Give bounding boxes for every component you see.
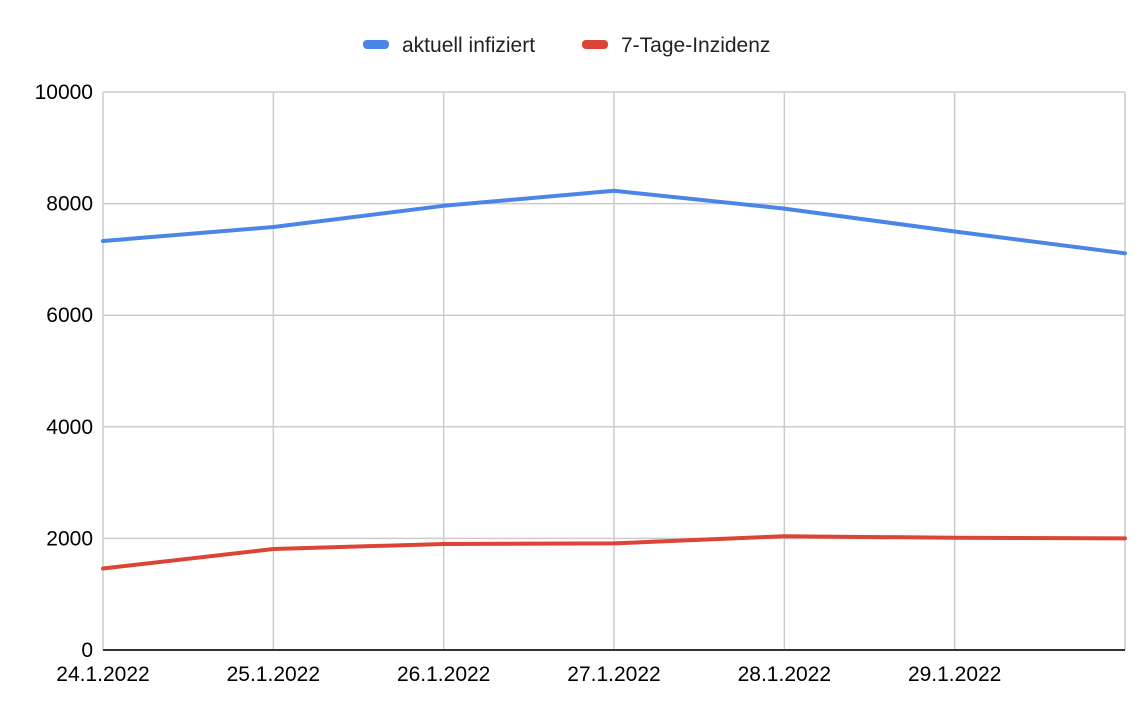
legend: aktuell infiziert 7-Tage-Inzidenz [363,34,770,57]
y-tick-label: 2000 [46,527,93,550]
x-tick-label: 25.1.2022 [227,663,320,686]
legend-swatch-2 [582,40,608,49]
legend-swatch-1 [363,40,389,49]
y-tick-label: 10000 [35,81,93,104]
y-tick-label: 6000 [46,304,93,327]
y-tick-label: 8000 [46,193,93,216]
y-tick-label: 4000 [46,416,93,439]
legend-label-2: 7-Tage-Inzidenz [621,34,770,57]
grid [102,91,1126,651]
legend-label-1: aktuell infiziert [402,34,535,57]
y-tick-label: 0 [81,639,93,662]
x-tick-label: 27.1.2022 [567,663,660,686]
series-line-2 [101,534,1127,571]
x-tick-label: 29.1.2022 [908,663,1001,686]
series-layer [101,188,1127,571]
series-line-1 [101,188,1127,256]
x-tick-label: 24.1.2022 [56,663,149,686]
x-tick-label: 26.1.2022 [397,663,490,686]
y-axis: 0 2000 4000 6000 8000 10000 [35,81,93,662]
x-tick-label: 28.1.2022 [738,663,831,686]
x-axis: 24.1.2022 25.1.2022 26.1.2022 27.1.2022 28.1… [56,663,1001,686]
